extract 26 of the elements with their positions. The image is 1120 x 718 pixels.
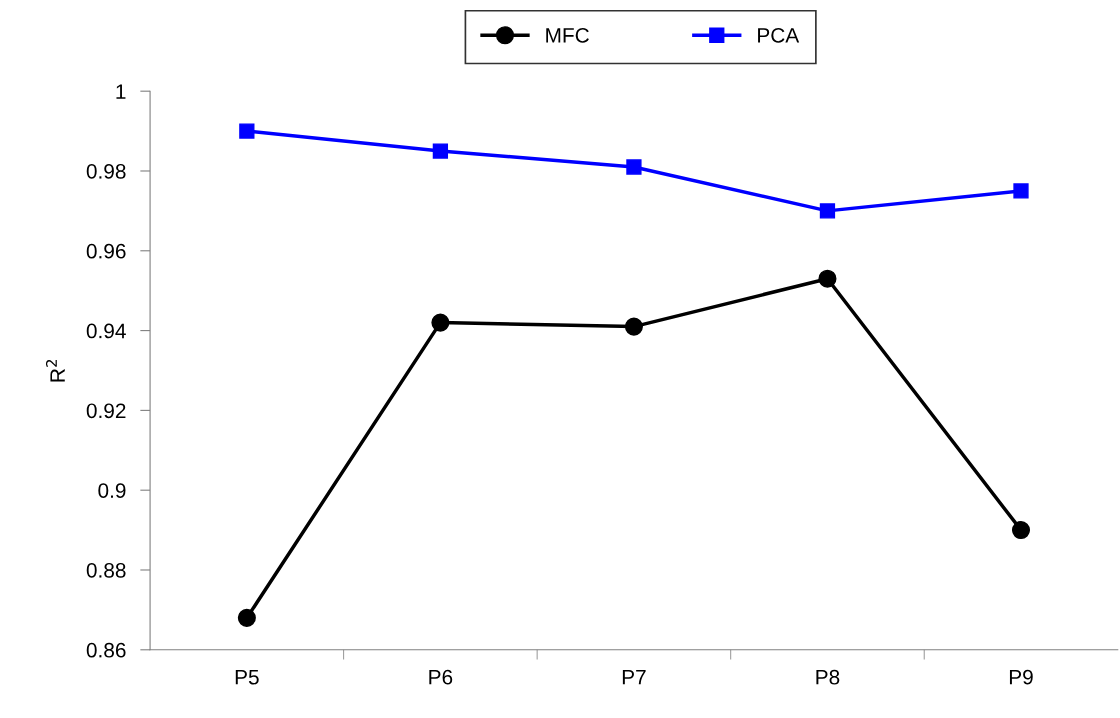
- point: [626, 159, 642, 175]
- legend-label: PCA: [758, 27, 800, 43]
- point: [819, 203, 836, 219]
- legend-label: MFC: [546, 27, 589, 43]
- point: [237, 608, 256, 627]
- point: [818, 269, 837, 288]
- x-tick-label: P6: [429, 669, 453, 685]
- point: [432, 143, 449, 159]
- y-tick-label: 0.88: [86, 562, 126, 578]
- y-tick-label: 0.96: [86, 243, 126, 259]
- x-tick-label: P9: [1009, 669, 1033, 685]
- point: [1011, 521, 1031, 540]
- y-tick-label: 0.94: [86, 323, 126, 339]
- y-tick-label: 0.86: [86, 642, 126, 658]
- point: [1013, 183, 1029, 199]
- x-tick-label: P5: [235, 670, 259, 685]
- y-tick-label: 0.9: [98, 483, 126, 498]
- y-tick-label: 1: [116, 84, 126, 99]
- y-tick-label: 0.98: [86, 163, 126, 179]
- x-tick-label: P8: [816, 669, 840, 685]
- y-axis-title: R$^{2}$: [45, 360, 65, 382]
- point: [239, 123, 255, 139]
- point: [431, 313, 450, 332]
- x-tick-label: P7: [622, 670, 646, 685]
- point: [624, 317, 643, 336]
- y-tick-label: 0.92: [86, 403, 126, 419]
